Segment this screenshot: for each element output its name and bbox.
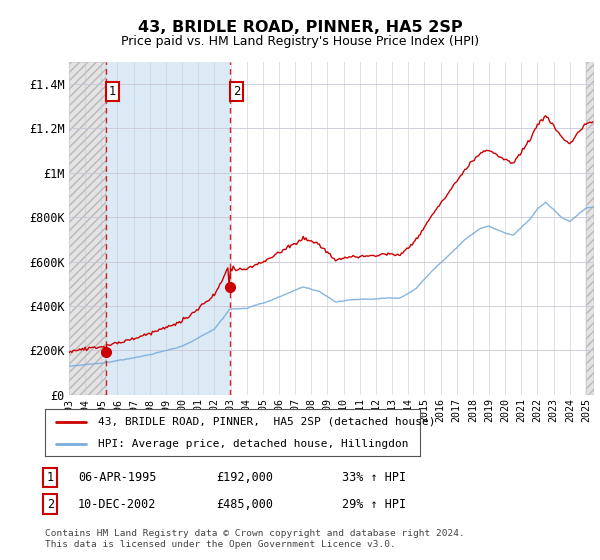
Bar — [106, 62, 230, 395]
Text: 2: 2 — [233, 85, 240, 98]
Text: 43, BRIDLE ROAD, PINNER,  HA5 2SP (detached house): 43, BRIDLE ROAD, PINNER, HA5 2SP (detach… — [97, 417, 435, 427]
Text: 1: 1 — [47, 471, 54, 484]
Text: 43, BRIDLE ROAD, PINNER, HA5 2SP: 43, BRIDLE ROAD, PINNER, HA5 2SP — [137, 20, 463, 35]
Bar — [69, 62, 106, 395]
Text: 2: 2 — [47, 497, 54, 511]
Text: 10-DEC-2002: 10-DEC-2002 — [78, 497, 157, 511]
Bar — [586, 62, 594, 395]
Text: 33% ↑ HPI: 33% ↑ HPI — [342, 471, 406, 484]
Bar — [69, 62, 106, 395]
Text: 1: 1 — [109, 85, 116, 98]
Text: £485,000: £485,000 — [216, 497, 273, 511]
Text: Contains HM Land Registry data © Crown copyright and database right 2024.
This d: Contains HM Land Registry data © Crown c… — [45, 529, 465, 549]
Text: 29% ↑ HPI: 29% ↑ HPI — [342, 497, 406, 511]
Text: 06-APR-1995: 06-APR-1995 — [78, 471, 157, 484]
Text: £192,000: £192,000 — [216, 471, 273, 484]
Text: Price paid vs. HM Land Registry's House Price Index (HPI): Price paid vs. HM Land Registry's House … — [121, 35, 479, 48]
Bar — [586, 62, 594, 395]
Text: HPI: Average price, detached house, Hillingdon: HPI: Average price, detached house, Hill… — [97, 438, 408, 449]
